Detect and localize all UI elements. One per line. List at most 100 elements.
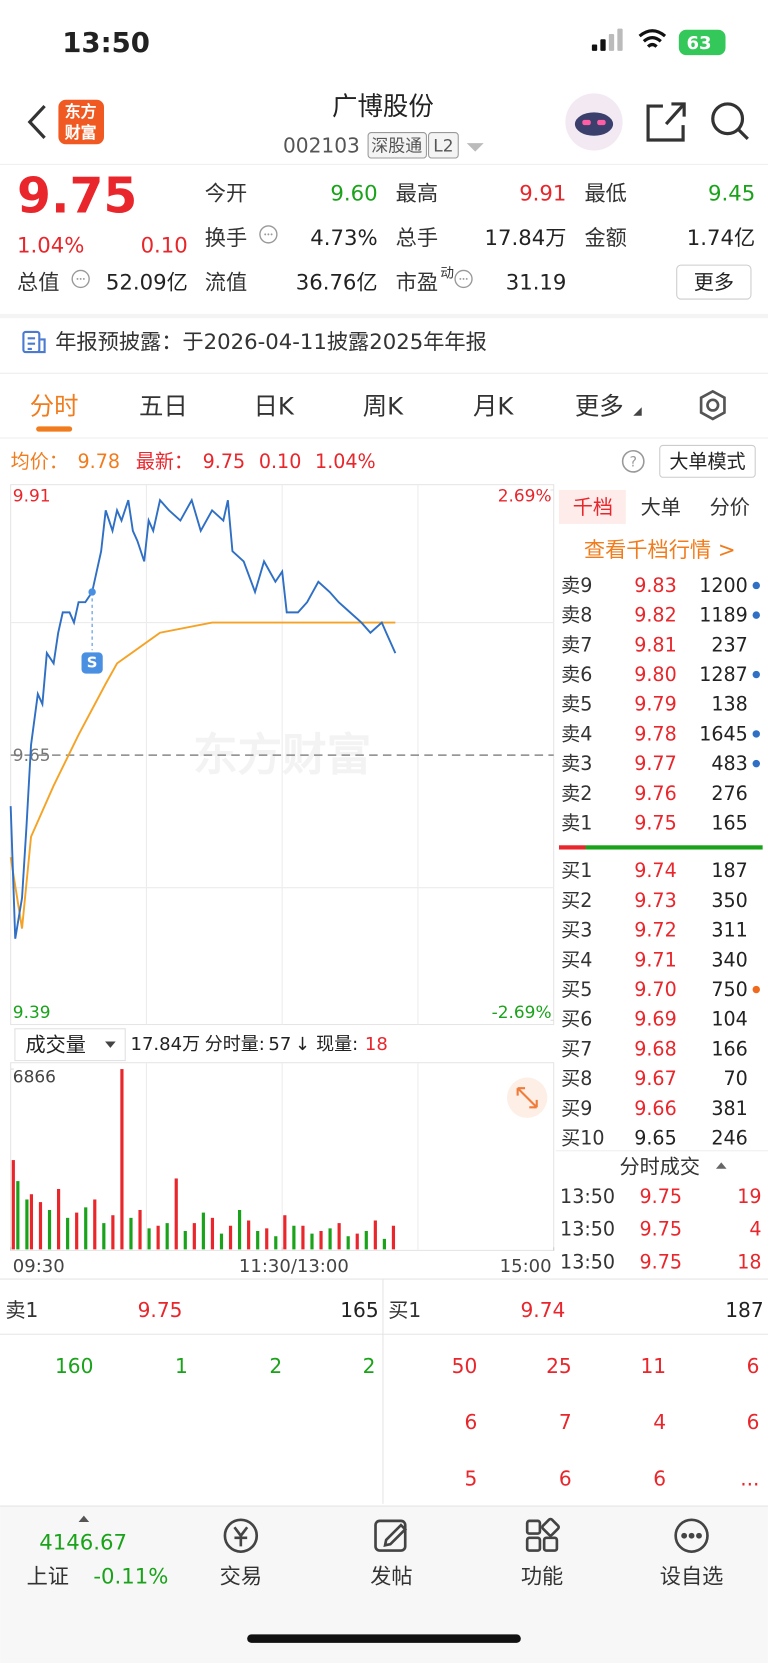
info-icon[interactable] (454, 269, 473, 289)
info-dot (76, 277, 79, 280)
volume-bar (346, 1236, 350, 1250)
field-sup: 动 (440, 266, 454, 282)
tab-underline (36, 426, 73, 432)
queue-label: 买1 (388, 1298, 421, 1322)
field-label: 换手 (205, 226, 247, 251)
volume-bar (210, 1217, 215, 1250)
mode-button-box[interactable] (659, 444, 756, 478)
marker-dot (88, 588, 96, 596)
volume-selector: 成交量 (26, 1033, 86, 1057)
book-label: 卖4 (561, 722, 592, 745)
logo (58, 99, 105, 145)
tab[interactable]: 周K (363, 392, 404, 421)
book-price: 9.80 (634, 663, 676, 686)
book-volume: 1645 (699, 722, 748, 745)
search-button[interactable] (711, 102, 749, 141)
logo-text: 东方 (65, 102, 97, 121)
volume-bar (129, 1217, 133, 1250)
volume-bar (38, 1202, 43, 1250)
trade-volume: 4 (749, 1218, 761, 1241)
volume-selector[interactable] (14, 1028, 126, 1062)
nav-icons (223, 1517, 709, 1553)
nav-item[interactable]: 交易 (220, 1565, 262, 1590)
volume-bar (102, 1223, 106, 1250)
queue-price: 9.75 (138, 1298, 183, 1322)
book-label: 卖7 (561, 633, 592, 656)
logo-text: 财富 (65, 123, 97, 142)
volume-total: 17.84万 (131, 1034, 201, 1055)
queue-order: 6 (465, 1410, 478, 1434)
book-tab[interactable]: 千档 (573, 495, 613, 519)
nav-item[interactable]: 功能 (521, 1565, 563, 1590)
index-name: 上证 (27, 1565, 69, 1590)
settings-button[interactable] (699, 389, 726, 421)
field-value: 9.60 (330, 182, 377, 207)
more-button[interactable]: 更多 (694, 270, 734, 294)
volume-bar (174, 1178, 178, 1250)
book-tab[interactable]: 分价 (710, 495, 750, 519)
queue-order: 7 (559, 1410, 572, 1434)
field-value: 36.76亿 (296, 271, 378, 296)
clock: 13:50 (62, 26, 150, 59)
info-dot (79, 277, 82, 280)
info-icon[interactable] (259, 225, 278, 244)
field-label: 今开 (205, 182, 247, 207)
volume-bar (47, 1209, 52, 1250)
tag: L2 (433, 135, 453, 155)
book-volume: 381 (711, 1097, 747, 1120)
tag-box (428, 132, 459, 159)
marker-label: S (87, 655, 98, 672)
tab[interactable]: 日K (254, 392, 295, 421)
volume-trend: ↓ (295, 1034, 310, 1055)
trade-price: 9.75 (640, 1185, 682, 1208)
expand-button[interactable] (507, 1077, 548, 1118)
info-icon[interactable] (71, 269, 90, 289)
avatar[interactable] (565, 93, 623, 151)
change-pct: 1.04% (17, 234, 84, 259)
nav-item[interactable]: 发帖 (370, 1565, 412, 1590)
tag-box (367, 132, 427, 159)
volume-bar (66, 1217, 70, 1250)
home-indicator (247, 1634, 521, 1643)
index-toggle[interactable] (78, 1515, 90, 1522)
y-tick-label: 9.91 (13, 485, 51, 505)
book-label: 买7 (561, 1037, 592, 1060)
info-dot (270, 233, 273, 236)
volume-bar (256, 1230, 260, 1250)
book-label: 卖9 (561, 574, 592, 597)
info-latest: 9.75 (203, 450, 245, 473)
x-tick-label: 09:30 (13, 1256, 65, 1277)
book-label: 买1 (561, 859, 592, 882)
mode-button[interactable]: 大单模式 (669, 450, 745, 473)
average-line (9, 621, 396, 929)
help-button[interactable]: ? (621, 449, 645, 473)
marker-badge[interactable] (81, 652, 103, 674)
volume-bar (265, 1228, 269, 1250)
book-volume: 483 (711, 752, 747, 775)
tab[interactable]: 更多 (575, 392, 624, 421)
tab[interactable]: 月K (473, 392, 514, 421)
volume-bar (192, 1223, 196, 1250)
share-button[interactable] (646, 102, 686, 142)
book-label: 卖1 (561, 812, 592, 835)
dropdown-icon[interactable] (466, 143, 484, 152)
back-button[interactable] (27, 104, 46, 139)
volume-bar (237, 1209, 242, 1250)
more-button-box[interactable] (676, 264, 752, 300)
book-tab[interactable]: 大单 (641, 495, 681, 519)
field-label: 总手 (396, 226, 438, 251)
volume-bar (364, 1230, 368, 1250)
svg-text:?: ? (630, 454, 637, 470)
trade-price: 9.75 (640, 1251, 682, 1274)
nav-item[interactable]: 设自选 (660, 1565, 724, 1590)
stock-name: 广博股份 (332, 92, 434, 122)
y2-tick-label: 2.69% (498, 485, 552, 505)
tab[interactable]: 分时 (30, 392, 79, 421)
change: 0.10 (141, 234, 188, 259)
volume-bar (165, 1223, 169, 1250)
book-link[interactable]: 查看千档行情 > (584, 538, 736, 563)
tab[interactable]: 五日 (139, 392, 188, 421)
book-price: 9.83 (634, 574, 676, 597)
book-price: 9.68 (634, 1037, 676, 1060)
volume-bar (93, 1199, 97, 1250)
